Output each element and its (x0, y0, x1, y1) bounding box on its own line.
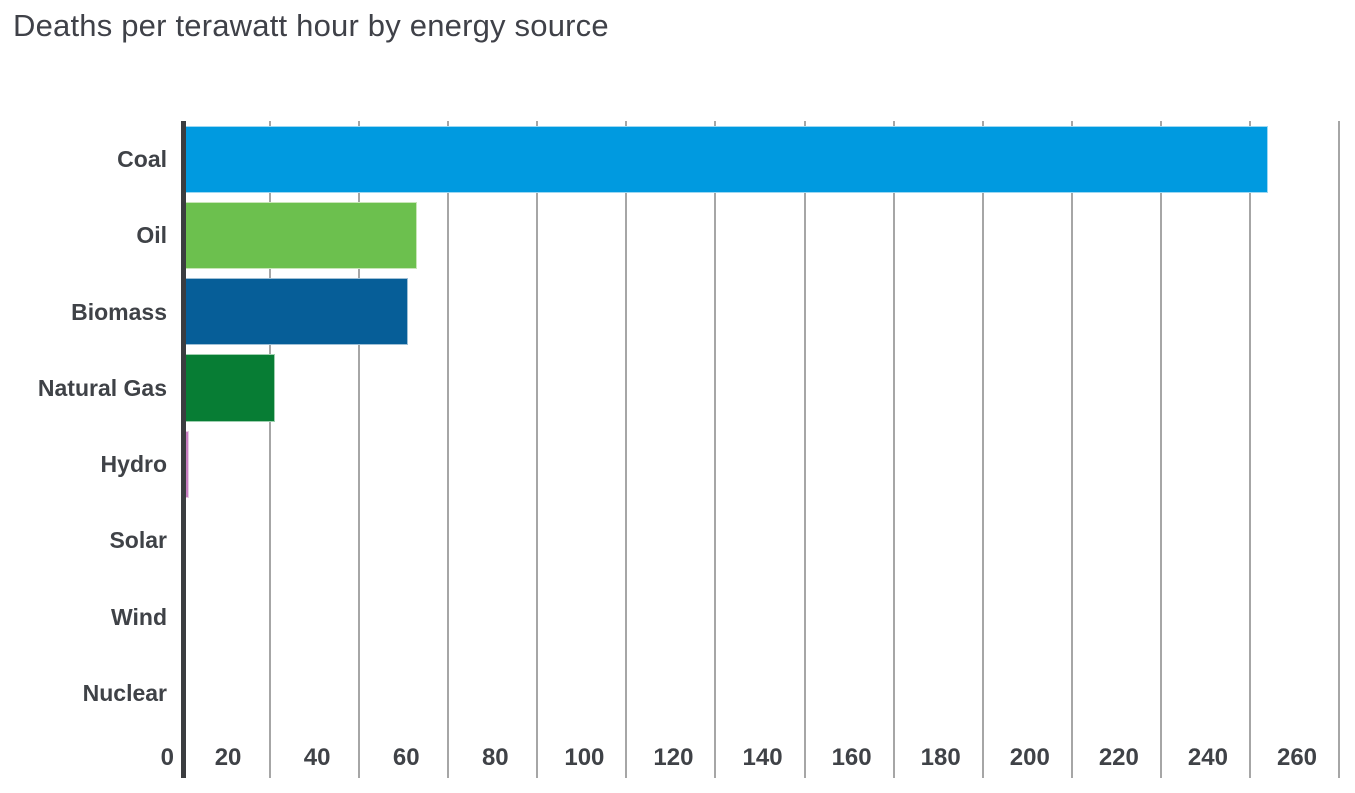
bar-oil (181, 201, 418, 269)
x-tick-label-80: 80 (481, 744, 509, 771)
gridline-240 (1248, 121, 1251, 778)
x-tick-label-40: 40 (303, 744, 331, 771)
chart-title: Deaths per terawatt hour by energy sourc… (13, 8, 609, 43)
x-tick-label-160: 160 (831, 744, 872, 771)
bar-coal (181, 125, 1268, 193)
x-tick-label-220: 220 (1098, 744, 1139, 771)
gridline-180 (981, 121, 984, 778)
bar-biomass (181, 278, 409, 346)
category-label-hydro: Hydro (100, 451, 167, 478)
x-tick-label-180: 180 (920, 744, 961, 771)
category-label-natural-gas: Natural Gas (37, 374, 167, 401)
category-label-coal: Coal (117, 146, 167, 173)
x-tick-label-20: 20 (214, 744, 242, 771)
gridline-160 (892, 121, 895, 778)
x-tick-label-100: 100 (564, 744, 605, 771)
gridline-40 (358, 121, 361, 778)
category-label-oil: Oil (136, 222, 167, 249)
gridline-100 (625, 121, 628, 778)
x-tick-label-60: 60 (392, 744, 420, 771)
bar-natural-gas (181, 354, 275, 422)
gridline-200 (1070, 121, 1073, 778)
gridline-260 (1338, 121, 1340, 778)
gridline-60 (447, 121, 450, 778)
y-axis-baseline (181, 121, 186, 778)
gridline-140 (803, 121, 806, 778)
gridline-120 (714, 121, 717, 778)
gridline-220 (1159, 121, 1162, 778)
x-tick-label-260: 260 (1276, 744, 1318, 771)
x-tick-label-120: 120 (653, 744, 694, 771)
x-tick-label-240: 240 (1187, 744, 1228, 771)
category-label-solar: Solar (109, 527, 167, 554)
x-tick-label-200: 200 (1009, 744, 1050, 771)
x-tick-label-140: 140 (742, 744, 783, 771)
gridline-20 (269, 121, 272, 778)
category-label-wind: Wind (111, 603, 167, 630)
category-label-nuclear: Nuclear (82, 679, 167, 706)
category-label-biomass: Biomass (71, 298, 167, 325)
x-tick-label-0: 0 (160, 744, 174, 771)
plot-area: Coal Oil Biomass Natural Gas Hydro Solar Wind N… (38, 121, 1340, 778)
gridline-80 (536, 121, 539, 778)
